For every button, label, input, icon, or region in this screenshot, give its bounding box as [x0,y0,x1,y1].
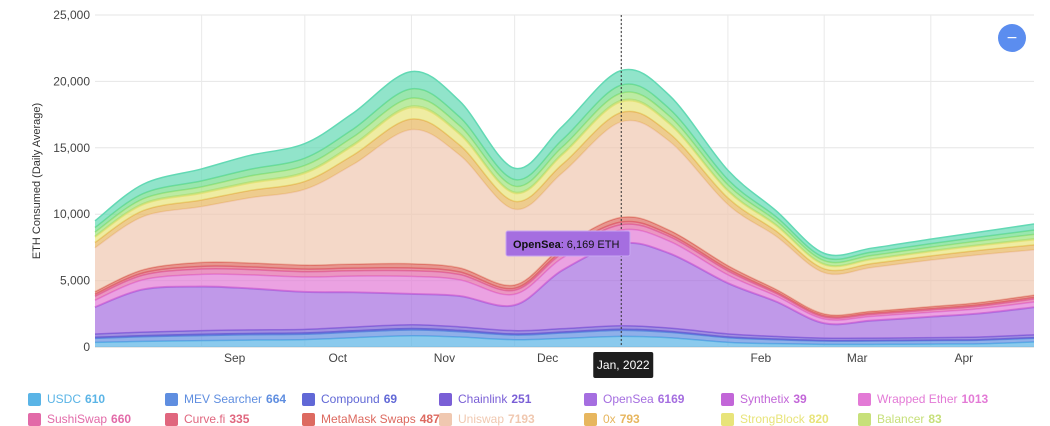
y-axis: 0 5,000 10,000 15,000 20,000 25,000 [53,8,90,354]
area-metamask-swaps [95,216,1034,318]
x-tick-label: Dec [537,351,558,365]
legend-value: 69 [383,392,398,406]
area-series-14 [95,91,1034,266]
x-tick-label: Oct [328,351,347,365]
legend-swatch [439,412,452,426]
legend-label: Chainlink [458,392,508,406]
series-areas [94,68,1035,347]
x-axis: Sep Oct Nov Dec Feb Mar Apr [224,351,973,365]
crosshair-label-text: Jan, 2022 [597,358,650,372]
y-tick-label: 0 [83,340,90,354]
stacked-area-chart: 0 5,000 10,000 15,000 20,000 25,000 Sep Oct Nov… [31,8,1035,378]
y-tick-label: 5,000 [60,274,90,288]
tooltip-value: : 6,169 ETH [561,239,620,251]
legend-item[interactable]: USDC 610 [28,392,105,406]
legend-value: 487 [419,412,440,426]
legend-item[interactable]: OpenSea 6169 [584,392,684,406]
x-tick-label: Mar [847,351,868,365]
hover-crosshair: Jan, 2022 [593,15,654,378]
legend-swatch [302,392,315,406]
legend-value: 610 [85,392,106,406]
legend-label: OpenSea [603,392,654,406]
legend-item[interactable]: MetaMask Swaps 487 [302,412,440,426]
zoom-out-icon: − [1006,30,1018,46]
legend-label: Balancer [877,412,925,426]
legend-item[interactable]: Uniswap 7193 [439,412,535,426]
legend-value: 6169 [657,392,685,406]
area-uniswap [95,120,1034,316]
legend-value: 1013 [961,392,989,406]
y-tick-label: 15,000 [53,141,90,155]
legend-item[interactable]: Curve.fi 335 [165,412,249,426]
legend-value: 39 [793,392,807,406]
x-tick-label: Sep [224,351,246,365]
y-axis-label: ETH Consumed (Daily Average) [31,103,43,259]
legend-item[interactable]: StrongBlock 820 [721,412,829,426]
legend-swatch [584,412,597,426]
y-tick-label: 10,000 [53,207,90,221]
legend-item[interactable]: Synthetix 39 [721,392,807,406]
legend-value: 83 [928,412,942,426]
legend-item[interactable]: Chainlink 251 [439,392,531,406]
legend-swatch [28,392,41,406]
legend-value: 251 [511,392,532,406]
legend-swatch [584,392,597,406]
area-0x [95,111,1034,275]
legend-value: 660 [111,412,132,426]
svg-text:OpenSea: 6,169 ETH: OpenSea: 6,169 ETH [513,239,619,251]
tooltip: OpenSea: 6,169 ETH [505,230,631,257]
area-strongblock [95,100,1034,271]
legend-label: Wrapped Ether [877,392,958,406]
legend-swatch [165,412,178,426]
legend-swatch [165,392,178,406]
legend-label: Uniswap [458,412,505,426]
legend-swatch [858,392,871,406]
legend-item[interactable]: Compound 69 [302,392,397,406]
y-tick-label: 20,000 [53,74,90,88]
x-tick-label: Feb [751,351,772,365]
legend-value: 7193 [508,412,535,426]
legend-value: 793 [619,412,640,426]
x-tick-label: Apr [954,351,973,365]
legend-swatch [439,392,452,406]
legend-label: StrongBlock [740,412,805,426]
legend-item[interactable]: Wrapped Ether 1013 [858,392,988,406]
line-series-16 [94,68,1035,257]
legend-label: USDC [47,392,82,406]
legend-swatch [858,412,871,426]
tooltip-series: OpenSea [513,239,562,251]
legend-swatch [28,412,41,426]
y-tick-label: 25,000 [53,8,90,22]
legend-label: Synthetix [740,392,790,406]
area-sushiswap [95,224,1034,321]
legend-value: 664 [266,392,287,406]
area-opensea [95,243,1034,339]
area-series-16 [95,69,1034,260]
legend-label: MEV Searcher [184,392,263,406]
legend-item[interactable]: 0x 793 [584,412,640,426]
line-0x [94,110,1035,272]
area-series-15 [95,84,1034,263]
legend-label: 0x [603,412,616,426]
legend-label: SushiSwap [47,412,108,426]
legend-item[interactable]: Balancer 83 [858,412,942,426]
legend-value: 335 [229,412,250,426]
legend-value: 820 [808,412,829,426]
zoom-out-button[interactable]: − [998,24,1026,52]
legend-label: Curve.fi [184,412,226,426]
legend-item[interactable]: MEV Searcher 664 [165,392,286,406]
legend-item[interactable]: SushiSwap 660 [28,412,131,426]
legend-label: Compound [321,392,380,406]
legend-swatch [721,392,734,406]
x-tick-label: Nov [434,351,455,365]
legend-swatch [302,412,315,426]
legend-label: MetaMask Swaps [321,412,416,426]
crosshair-label [593,352,654,378]
legend-swatch [721,412,734,426]
